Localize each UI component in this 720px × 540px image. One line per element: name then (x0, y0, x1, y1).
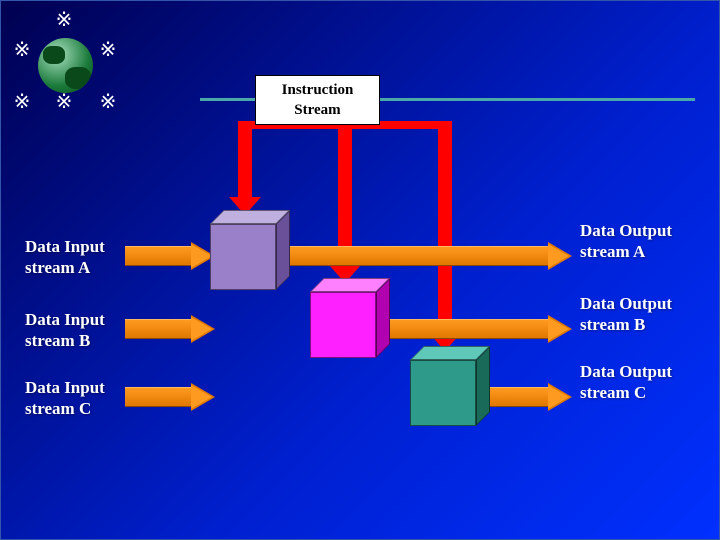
chip-icon: ※ (52, 90, 76, 114)
processor-cube-1 (310, 278, 390, 358)
chip-icon: ※ (96, 38, 120, 62)
input-arrow-0 (125, 242, 215, 270)
processor-cube-0 (210, 210, 290, 290)
chip-icon: ※ (96, 90, 120, 114)
output-arrow-2 (482, 383, 572, 411)
input-label-0: Data Inputstream A (25, 236, 105, 279)
chip-icon: ※ (52, 8, 76, 32)
input-arrow-1 (125, 315, 215, 343)
output-arrow-1 (382, 315, 572, 343)
globe-icon (38, 38, 93, 93)
input-label-2: Data Inputstream C (25, 377, 105, 420)
input-arrow-2 (125, 383, 215, 411)
chip-icon: ※ (10, 90, 34, 114)
globe-logo: ※ ※ ※ ※ ※ ※ (8, 8, 118, 118)
processor-cube-2 (410, 346, 490, 426)
instruction-stream-box: Instruction Stream (255, 75, 380, 125)
instruction-arrow-0 (238, 125, 252, 197)
instruction-line1: Instruction (256, 81, 379, 101)
input-label-1: Data Inputstream B (25, 309, 105, 352)
output-arrow-0 (282, 242, 572, 270)
output-label-0: Data Outputstream A (580, 220, 672, 263)
chip-icon: ※ (10, 38, 34, 62)
instruction-line2: Stream (256, 101, 379, 121)
instruction-arrow-2 (438, 125, 452, 333)
output-label-2: Data Outputstream C (580, 361, 672, 404)
output-label-1: Data Outputstream B (580, 293, 672, 336)
